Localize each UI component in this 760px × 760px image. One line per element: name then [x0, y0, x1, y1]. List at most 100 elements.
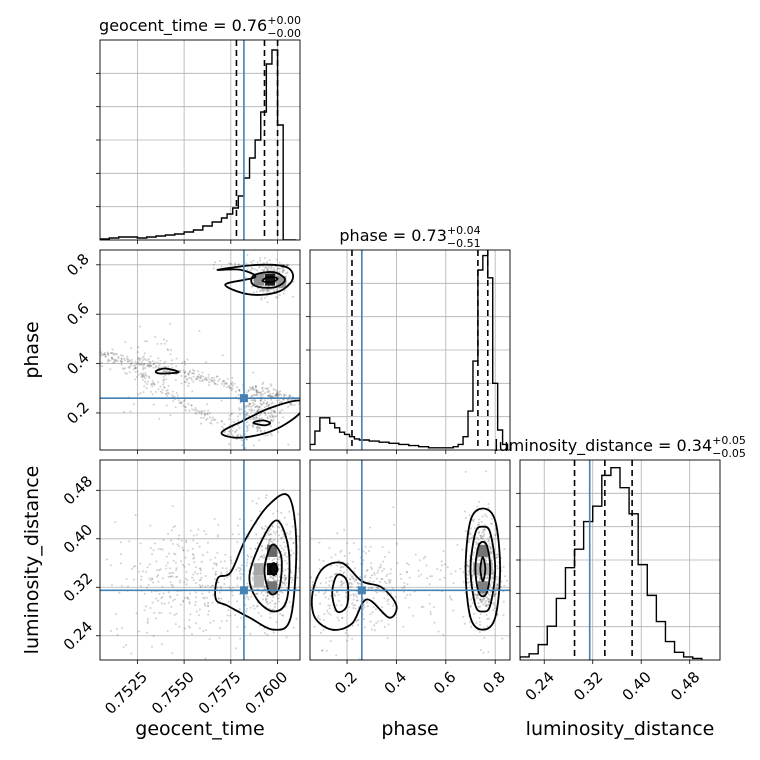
sample-point: [495, 585, 498, 588]
sample-point: [355, 599, 358, 602]
sample-point: [278, 526, 281, 529]
sample-point: [278, 556, 281, 559]
sample-point: [161, 595, 164, 598]
sample-point: [188, 371, 191, 374]
sample-point: [483, 528, 486, 531]
sample-point: [205, 418, 208, 421]
sample-point: [402, 625, 405, 628]
sample-point: [283, 582, 286, 585]
sample-point: [107, 358, 110, 361]
sample-point: [157, 357, 160, 360]
sample-point: [134, 564, 137, 567]
sample-point: [184, 627, 187, 630]
sample-point: [144, 377, 147, 380]
sample-point: [497, 578, 500, 581]
sample-point: [491, 522, 494, 525]
x-tick-label: 0.7575: [195, 668, 245, 718]
sample-point: [281, 614, 283, 617]
sample-point: [185, 539, 188, 542]
sample-point: [270, 575, 273, 578]
sample-point: [226, 377, 229, 380]
sample-point: [379, 580, 382, 583]
sample-point: [392, 506, 395, 509]
sample-point: [160, 366, 163, 369]
sample-point: [261, 383, 264, 386]
sample-point: [436, 568, 439, 570]
sample-point: [484, 577, 487, 580]
sample-point: [487, 600, 490, 603]
sample-point: [196, 542, 199, 545]
sample-point: [272, 392, 275, 395]
sample-point: [352, 604, 355, 607]
sample-point: [459, 567, 462, 570]
sample-point: [127, 585, 129, 588]
sample-point: [199, 578, 202, 581]
sample-point: [158, 569, 161, 572]
sample-point: [246, 438, 248, 441]
sample-point: [480, 520, 483, 523]
sample-point: [236, 541, 239, 544]
sample-point: [256, 588, 259, 590]
sample-point: [439, 569, 442, 572]
x-tick-label: 0.8: [479, 668, 509, 698]
sample-point: [100, 353, 103, 356]
density-cell: [253, 273, 264, 286]
sample-point: [178, 369, 181, 372]
sample-point: [363, 606, 366, 609]
sample-point: [276, 510, 279, 513]
sample-point: [284, 568, 287, 571]
sample-point: [112, 354, 115, 356]
sample-point: [270, 419, 273, 422]
sample-point: [237, 524, 240, 527]
sample-point: [482, 529, 485, 531]
sample-point: [280, 401, 283, 403]
sample-point: [340, 580, 343, 583]
sample-point: [236, 625, 239, 628]
sample-point: [279, 390, 282, 393]
sample-point: [167, 662, 169, 664]
sample-point: [278, 267, 281, 270]
sample-point: [282, 614, 285, 617]
sample-point: [129, 362, 132, 365]
sample-point: [275, 389, 278, 392]
hist-panel-luminosity_distance: luminosity_distance = 0.34+0.05 −0.05: [494, 434, 746, 664]
sample-point: [258, 427, 261, 430]
sample-point: [272, 267, 275, 270]
sample-point: [301, 581, 303, 583]
sample-point: [240, 439, 243, 442]
sample-point: [259, 289, 262, 292]
sample-point: [269, 383, 272, 386]
sample-point: [259, 510, 262, 513]
sample-point: [208, 638, 211, 641]
sample-point: [136, 351, 139, 354]
sample-point: [198, 412, 201, 414]
sample-point: [237, 263, 240, 266]
sample-point: [438, 578, 441, 581]
sample-point: [305, 605, 307, 607]
sample-point: [165, 404, 168, 407]
sample-point: [279, 590, 282, 593]
sample-point: [267, 389, 270, 392]
sample-point: [478, 631, 481, 634]
sample-point: [230, 262, 233, 265]
sample-point: [258, 439, 261, 442]
sample-point: [261, 555, 264, 558]
sample-point: [369, 613, 372, 616]
sample-point: [206, 413, 209, 416]
sample-point: [211, 379, 214, 382]
sample-point: [282, 398, 285, 401]
sample-point: [282, 581, 285, 584]
sample-point: [341, 616, 344, 619]
sample-point: [128, 359, 131, 362]
sample-point: [164, 365, 167, 368]
sample-point: [267, 290, 270, 292]
sample-point: [335, 654, 338, 657]
sample-point: [282, 292, 285, 295]
sample-point: [285, 394, 288, 397]
sample-point: [238, 426, 241, 429]
sample-point: [221, 354, 224, 357]
sample-point: [229, 614, 232, 617]
sample-point: [169, 414, 172, 417]
sample-point: [348, 552, 351, 554]
sample-point: [477, 605, 480, 608]
